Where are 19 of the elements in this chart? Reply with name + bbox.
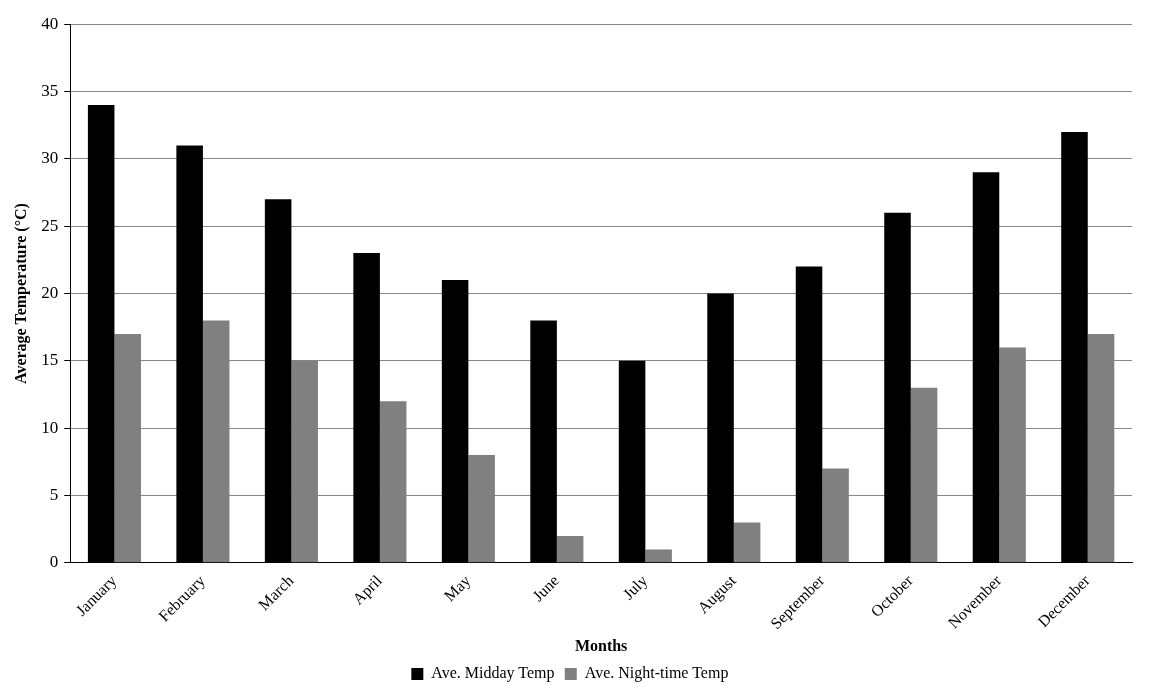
y-tick-label: 0 <box>49 552 59 572</box>
y-tick-label: 15 <box>41 350 59 370</box>
legend-label: Ave. Midday Temp <box>431 664 555 683</box>
x-tick-label: May <box>440 571 475 606</box>
x-tick-label: July <box>619 571 652 604</box>
y-tick-label: 30 <box>41 148 59 168</box>
y-axis-title: Average Temperature (°C) <box>11 203 30 384</box>
bar <box>733 522 761 563</box>
y-tick-label: 5 <box>49 484 59 504</box>
y-tick-label: 35 <box>41 81 59 100</box>
x-axis-title: Months <box>574 636 628 654</box>
y-tick-label: 40 <box>41 13 59 33</box>
y-tick-label: 10 <box>41 417 59 437</box>
y-tick-label: 20 <box>41 282 59 302</box>
y-tick-label: 25 <box>41 215 59 235</box>
bar <box>556 535 584 563</box>
legend-label: Ave. Night-time Temp <box>584 664 729 683</box>
bar <box>645 549 672 563</box>
x-tick-label: June <box>529 571 562 605</box>
